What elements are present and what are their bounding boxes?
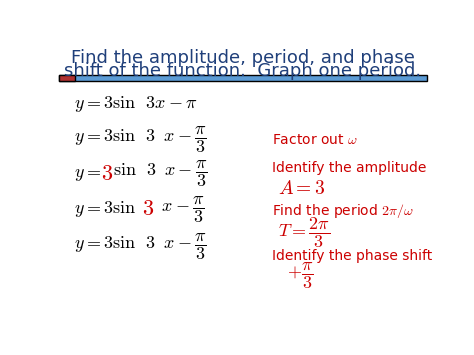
Text: shift of the function.  Graph one period.: shift of the function. Graph one period. xyxy=(64,62,421,80)
Text: Find the period $2\pi/\omega$: Find the period $2\pi/\omega$ xyxy=(272,202,414,220)
Text: $y = $: $y = $ xyxy=(74,165,101,183)
Text: $A = 3$: $A = 3$ xyxy=(278,179,325,198)
Text: $3$: $3$ xyxy=(101,164,114,184)
Text: $y = 3\sin\;\;$: $y = 3\sin\;\;$ xyxy=(74,200,136,219)
Text: Find the amplitude, period, and phase: Find the amplitude, period, and phase xyxy=(71,49,415,67)
Text: $T = \dfrac{2\pi}{3}$: $T = \dfrac{2\pi}{3}$ xyxy=(278,215,330,250)
Text: $y = 3\sin\;\;3\;\;x - \dfrac{\pi}{3}$: $y = 3\sin\;\;3\;\;x - \dfrac{\pi}{3}$ xyxy=(74,231,207,262)
Text: $\sin\;\;3\;\;x - \dfrac{\pi}{3}$: $\sin\;\;3\;\;x - \dfrac{\pi}{3}$ xyxy=(112,158,207,189)
Text: $3$: $3$ xyxy=(142,200,154,219)
Text: $y = 3\sin\;\;3x - \pi$: $y = 3\sin\;\;3x - \pi$ xyxy=(74,94,198,114)
Text: $y = 3\sin\;\;3\;\;x - \dfrac{\pi}{3}$: $y = 3\sin\;\;3\;\;x - \dfrac{\pi}{3}$ xyxy=(74,124,207,155)
Text: Factor out $\omega$: Factor out $\omega$ xyxy=(272,133,358,147)
FancyBboxPatch shape xyxy=(59,75,75,81)
FancyBboxPatch shape xyxy=(59,75,427,81)
Text: Identify the phase shift: Identify the phase shift xyxy=(272,249,433,263)
Text: $+\dfrac{\pi}{3}$: $+\dfrac{\pi}{3}$ xyxy=(287,260,313,291)
Text: $\;\;x - \dfrac{\pi}{3}$: $\;\;x - \dfrac{\pi}{3}$ xyxy=(153,194,205,225)
Text: Identify the amplitude: Identify the amplitude xyxy=(272,161,427,175)
